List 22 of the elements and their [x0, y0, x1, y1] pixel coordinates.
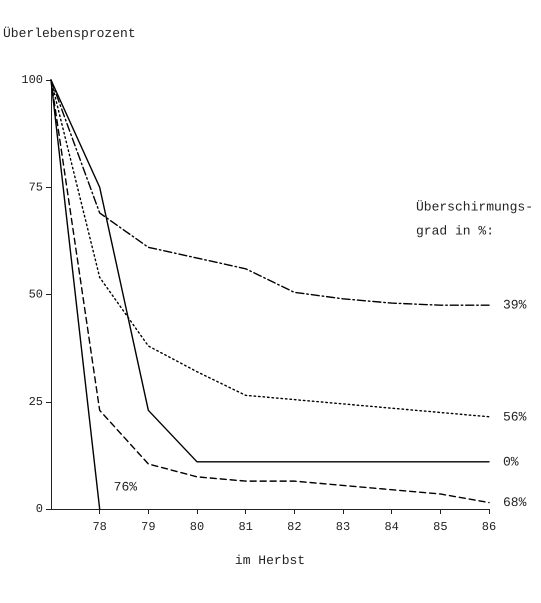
series-label: 0% [503, 454, 519, 470]
x-tick-label: 83 [336, 520, 350, 534]
series-label: 76% [114, 480, 138, 494]
y-tick-label: 25 [28, 394, 43, 409]
x-tick-label: 80 [190, 520, 204, 534]
y-tick-label: 0 [36, 502, 43, 516]
y-tick-label: 100 [21, 73, 43, 87]
x-axis-title: im Herbst [234, 553, 306, 568]
x-tick-label: 78 [92, 520, 107, 534]
y-tick-label: 75 [28, 180, 43, 194]
series-label: 39% [503, 298, 527, 313]
x-tick-label: 85 [433, 520, 448, 534]
x-tick-label: 79 [141, 520, 156, 534]
y-tick-label: 50 [28, 288, 43, 302]
x-tick-label: 81 [238, 520, 253, 534]
x-tick-label: 84 [384, 520, 399, 534]
x-tick-label: 86 [482, 520, 496, 534]
y-axis-title: Überlebensprozent [3, 26, 136, 41]
series-label: 56% [503, 409, 527, 424]
legend-title: Überschirmungs- grad in %: [416, 200, 534, 238]
x-tick-label: 82 [287, 520, 302, 534]
series-label: 68% [503, 495, 527, 510]
